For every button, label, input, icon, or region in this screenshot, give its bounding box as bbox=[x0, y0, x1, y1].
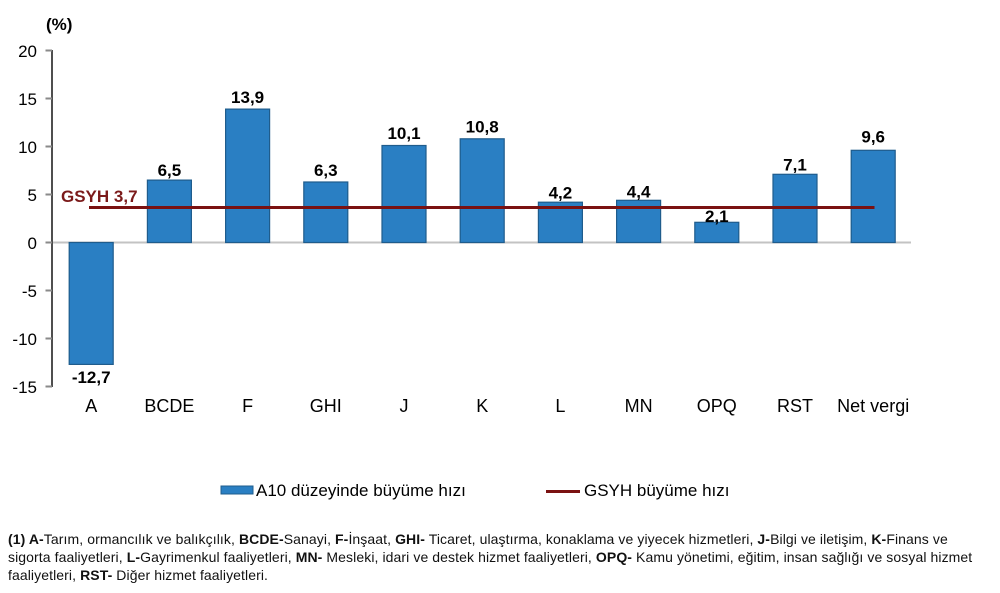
svg-text:MN: MN bbox=[625, 396, 653, 416]
svg-text:13,9: 13,9 bbox=[231, 88, 264, 107]
svg-text:GSYH 3,7: GSYH 3,7 bbox=[61, 187, 138, 206]
svg-text:A: A bbox=[85, 396, 97, 416]
svg-text:(%): (%) bbox=[46, 15, 72, 34]
svg-text:-12,7: -12,7 bbox=[72, 368, 111, 387]
svg-text:GHI: GHI bbox=[310, 396, 342, 416]
svg-text:10,8: 10,8 bbox=[466, 118, 499, 137]
svg-text:Net vergi: Net vergi bbox=[837, 396, 909, 416]
svg-text:15: 15 bbox=[18, 90, 37, 109]
svg-text:BCDE: BCDE bbox=[144, 396, 194, 416]
svg-text:J: J bbox=[400, 396, 409, 416]
svg-text:10,1: 10,1 bbox=[387, 124, 420, 143]
svg-text:20: 20 bbox=[18, 42, 37, 61]
svg-text:-5: -5 bbox=[22, 282, 37, 301]
svg-text:-10: -10 bbox=[12, 330, 37, 349]
svg-text:4,4: 4,4 bbox=[627, 183, 651, 202]
svg-text:4,2: 4,2 bbox=[549, 184, 573, 203]
svg-text:A10 düzeyinde büyüme hızı: A10 düzeyinde büyüme hızı bbox=[256, 481, 466, 500]
svg-text:OPQ: OPQ bbox=[697, 396, 737, 416]
svg-text:GSYH büyüme hızı: GSYH büyüme hızı bbox=[584, 481, 730, 500]
svg-text:L: L bbox=[555, 396, 565, 416]
svg-text:9,6: 9,6 bbox=[861, 128, 885, 147]
svg-text:6,5: 6,5 bbox=[158, 161, 182, 180]
svg-text:5: 5 bbox=[28, 186, 37, 205]
svg-text:2,1: 2,1 bbox=[705, 207, 729, 226]
svg-text:-15: -15 bbox=[12, 378, 37, 397]
svg-text:F: F bbox=[242, 396, 253, 416]
svg-text:K: K bbox=[476, 396, 488, 416]
svg-text:0: 0 bbox=[28, 234, 37, 253]
svg-text:RST: RST bbox=[777, 396, 813, 416]
svg-text:6,3: 6,3 bbox=[314, 161, 338, 180]
svg-text:7,1: 7,1 bbox=[783, 156, 807, 175]
svg-text:10: 10 bbox=[18, 138, 37, 157]
